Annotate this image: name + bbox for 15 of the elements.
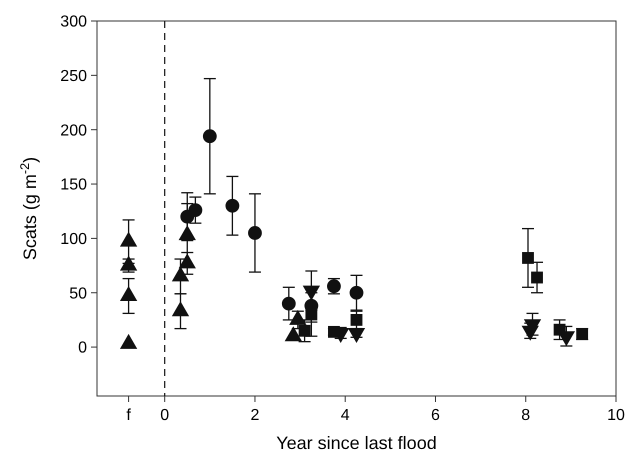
x-tick-label: f: [126, 407, 132, 424]
x-tick-label: 8: [521, 407, 530, 424]
y-tick-label: 150: [60, 176, 88, 194]
y-tick-label: 0: [78, 340, 88, 357]
x-tick-label: 6: [431, 407, 440, 424]
x-tick-label: 4: [340, 407, 350, 424]
y-tick-label: 300: [60, 14, 88, 31]
y-tick-label: 100: [60, 230, 88, 248]
x-tick-label: 10: [607, 407, 625, 424]
y-tick-label: 200: [60, 122, 88, 140]
x-tick-label: 2: [250, 407, 260, 424]
x-axis-title: Year since last flood: [276, 433, 437, 453]
y-tick-label: 250: [60, 68, 88, 85]
y-tick-label: 50: [69, 285, 88, 302]
x-tick-label: 0: [160, 407, 170, 424]
